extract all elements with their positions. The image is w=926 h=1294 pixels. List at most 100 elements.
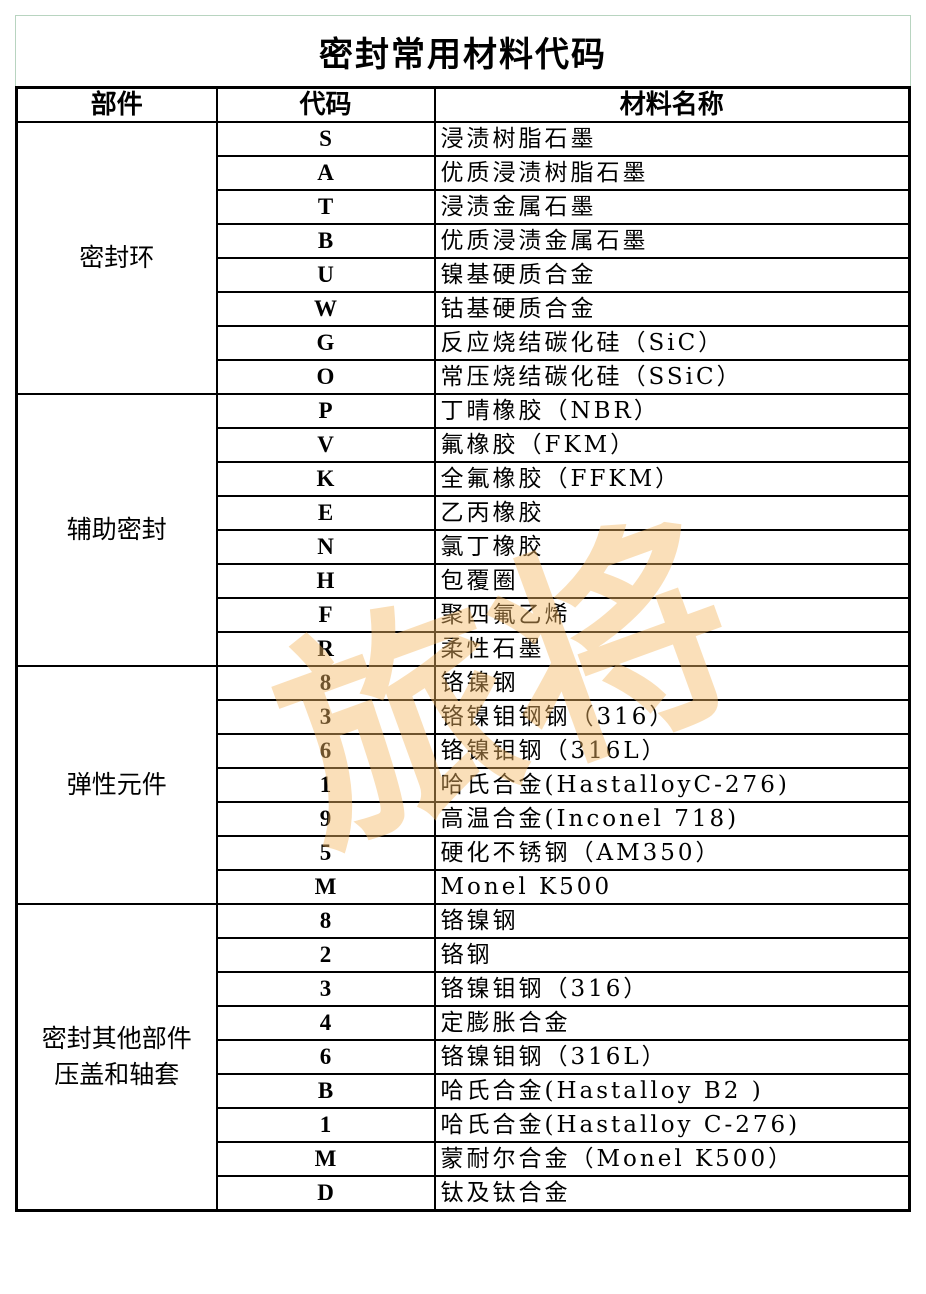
code-cell: 2 xyxy=(215,937,436,973)
part-cell: 密封环 xyxy=(15,121,218,395)
material-name-cell: 镍基硬质合金 xyxy=(433,257,911,293)
material-name-cell: 聚四氟乙烯 xyxy=(433,597,911,633)
table-row: M Monel K500 xyxy=(17,869,911,905)
material-name-cell: 优质浸渍树脂石墨 xyxy=(433,155,911,191)
material-name-cell: 哈氏合金(HastalloyC-276) xyxy=(433,767,911,803)
material-name-cell: 氟橡胶（FKM） xyxy=(433,427,911,463)
code-cell: 8 xyxy=(215,665,436,701)
material-name-cell: 铬镍钼钢（316） xyxy=(433,971,911,1007)
table-row: 3 铬镍钼钢（316） xyxy=(17,971,911,1007)
code-cell: A xyxy=(215,155,436,191)
material-name-cell: 高温合金(Inconel 718) xyxy=(433,801,911,837)
table-row: M 蒙耐尔合金（Monel K500） xyxy=(17,1141,911,1177)
table-row: T 浸渍金属石墨 xyxy=(17,189,911,225)
material-name-cell: 乙丙橡胶 xyxy=(433,495,911,531)
material-name-cell: 优质浸渍金属石墨 xyxy=(433,223,911,259)
page-title: 密封常用材料代码 xyxy=(15,15,911,86)
part-cell: 弹性元件 xyxy=(15,665,218,905)
part-label: 密封环 xyxy=(79,243,155,272)
table-row: B 优质浸渍金属石墨 xyxy=(17,223,911,259)
header-code: 代码 xyxy=(215,86,436,123)
table-row: 4 定膨胀合金 xyxy=(17,1005,911,1041)
table-row: B 哈氏合金(Hastalloy B2 ) xyxy=(17,1073,911,1109)
table-row: U 镍基硬质合金 xyxy=(17,257,911,293)
code-cell: H xyxy=(215,563,436,599)
code-cell: G xyxy=(215,325,436,361)
material-name-cell: 铬钢 xyxy=(433,937,911,973)
table-row: V 氟橡胶（FKM） xyxy=(17,427,911,463)
header-part: 部件 xyxy=(15,86,218,123)
code-cell: F xyxy=(215,597,436,633)
material-name-cell: 铬镍钢 xyxy=(433,903,911,939)
material-name-cell: 氯丁橡胶 xyxy=(433,529,911,565)
table-row: K 全氟橡胶（FFKM） xyxy=(17,461,911,497)
material-name-cell: 浸渍金属石墨 xyxy=(433,189,911,225)
material-name-cell: 钴基硬质合金 xyxy=(433,291,911,327)
material-name-cell: 全氟橡胶（FFKM） xyxy=(433,461,911,497)
code-cell: B xyxy=(215,223,436,259)
code-cell: 1 xyxy=(215,1107,436,1143)
code-cell: M xyxy=(215,869,436,905)
code-cell: 3 xyxy=(215,699,436,735)
material-name-cell: 哈氏合金(Hastalloy C-276) xyxy=(433,1107,911,1143)
material-name-cell: 蒙耐尔合金（Monel K500） xyxy=(433,1141,911,1177)
material-name-cell: 浸渍树脂石墨 xyxy=(433,121,911,157)
table-row: 密封其他部件 压盖和轴套 8 铬镍钢 xyxy=(15,903,911,1212)
table-row: 3 铬镍钼钢钢（316） xyxy=(17,699,911,735)
table-row: A 优质浸渍树脂石墨 xyxy=(17,155,911,191)
code-cell: P xyxy=(215,393,436,429)
table-row: 6 铬镍钼钢（316L） xyxy=(17,1039,911,1075)
material-name-cell: 钛及钛合金 xyxy=(433,1175,911,1212)
table-row: 1 哈氏合金(Hastalloy C-276) xyxy=(17,1107,911,1143)
table-row: E 乙丙橡胶 xyxy=(17,495,911,531)
materials-table: 部件 代码 材料名称 密封环 S 浸渍树脂石墨 A 优质浸渍树脂石墨 T 浸渍金属石墨 B 优质… xyxy=(15,86,911,1212)
code-cell: 6 xyxy=(215,733,436,769)
table-row: 6 铬镍钼钢（316L） xyxy=(17,733,911,769)
material-name-cell: 硬化不锈钢（AM350） xyxy=(433,835,911,871)
material-name-cell: 铬镍钢 xyxy=(433,665,911,701)
material-name-cell: 常压烧结碳化硅（SSiC） xyxy=(433,359,911,395)
part-cell: 辅助密封 xyxy=(15,393,218,667)
material-name-cell: 包覆圈 xyxy=(433,563,911,599)
table-row: 5 硬化不锈钢（AM350） xyxy=(17,835,911,871)
material-name-cell: 柔性石墨 xyxy=(433,631,911,667)
code-cell: S xyxy=(215,121,436,157)
header-name: 材料名称 xyxy=(433,86,911,123)
table-row: 2 铬钢 xyxy=(17,937,911,973)
part-label: 压盖和轴套 xyxy=(54,1060,180,1089)
code-cell: W xyxy=(215,291,436,327)
table-row: H 包覆圈 xyxy=(17,563,911,599)
part-label: 密封其他部件 xyxy=(41,1024,192,1053)
code-cell: 3 xyxy=(215,971,436,1007)
code-cell: T xyxy=(215,189,436,225)
code-cell: 6 xyxy=(215,1039,436,1075)
table-row: 弹性元件 8 铬镍钢 xyxy=(15,665,911,905)
material-name-cell: 反应烧结碳化硅（SiC） xyxy=(433,325,911,361)
table-row: O 常压烧结碳化硅（SSiC） xyxy=(17,359,911,395)
code-cell: M xyxy=(215,1141,436,1177)
code-cell: V xyxy=(215,427,436,463)
code-cell: U xyxy=(215,257,436,293)
materials-sheet: 密封常用材料代码 部件 代码 材料名称 密封环 S 浸渍树脂石墨 A 优质浸渍树脂石墨 T… xyxy=(15,15,911,1212)
table-row: 辅助密封 P 丁晴橡胶（NBR） xyxy=(15,393,911,667)
material-name-cell: 丁晴橡胶（NBR） xyxy=(433,393,911,429)
material-name-cell: 哈氏合金(Hastalloy B2 ) xyxy=(433,1073,911,1109)
table-row: G 反应烧结碳化硅（SiC） xyxy=(17,325,911,361)
code-cell: 1 xyxy=(215,767,436,803)
part-label: 弹性元件 xyxy=(66,770,167,799)
table-row: R 柔性石墨 xyxy=(17,631,911,667)
header-row: 部件 代码 材料名称 xyxy=(15,86,911,123)
material-name-cell: 铬镍钼钢钢（316） xyxy=(433,699,911,735)
table-row: D 钛及钛合金 xyxy=(17,1175,911,1212)
code-cell: E xyxy=(215,495,436,531)
code-cell: 9 xyxy=(215,801,436,837)
code-cell: O xyxy=(215,359,436,395)
table-row: F 聚四氟乙烯 xyxy=(17,597,911,633)
table-row: N 氯丁橡胶 xyxy=(17,529,911,565)
code-cell: D xyxy=(215,1175,436,1212)
material-name-cell: Monel K500 xyxy=(433,869,911,905)
part-label: 辅助密封 xyxy=(66,515,167,544)
material-name-cell: 铬镍钼钢（316L） xyxy=(433,1039,911,1075)
material-name-cell: 定膨胀合金 xyxy=(433,1005,911,1041)
code-cell: 5 xyxy=(215,835,436,871)
